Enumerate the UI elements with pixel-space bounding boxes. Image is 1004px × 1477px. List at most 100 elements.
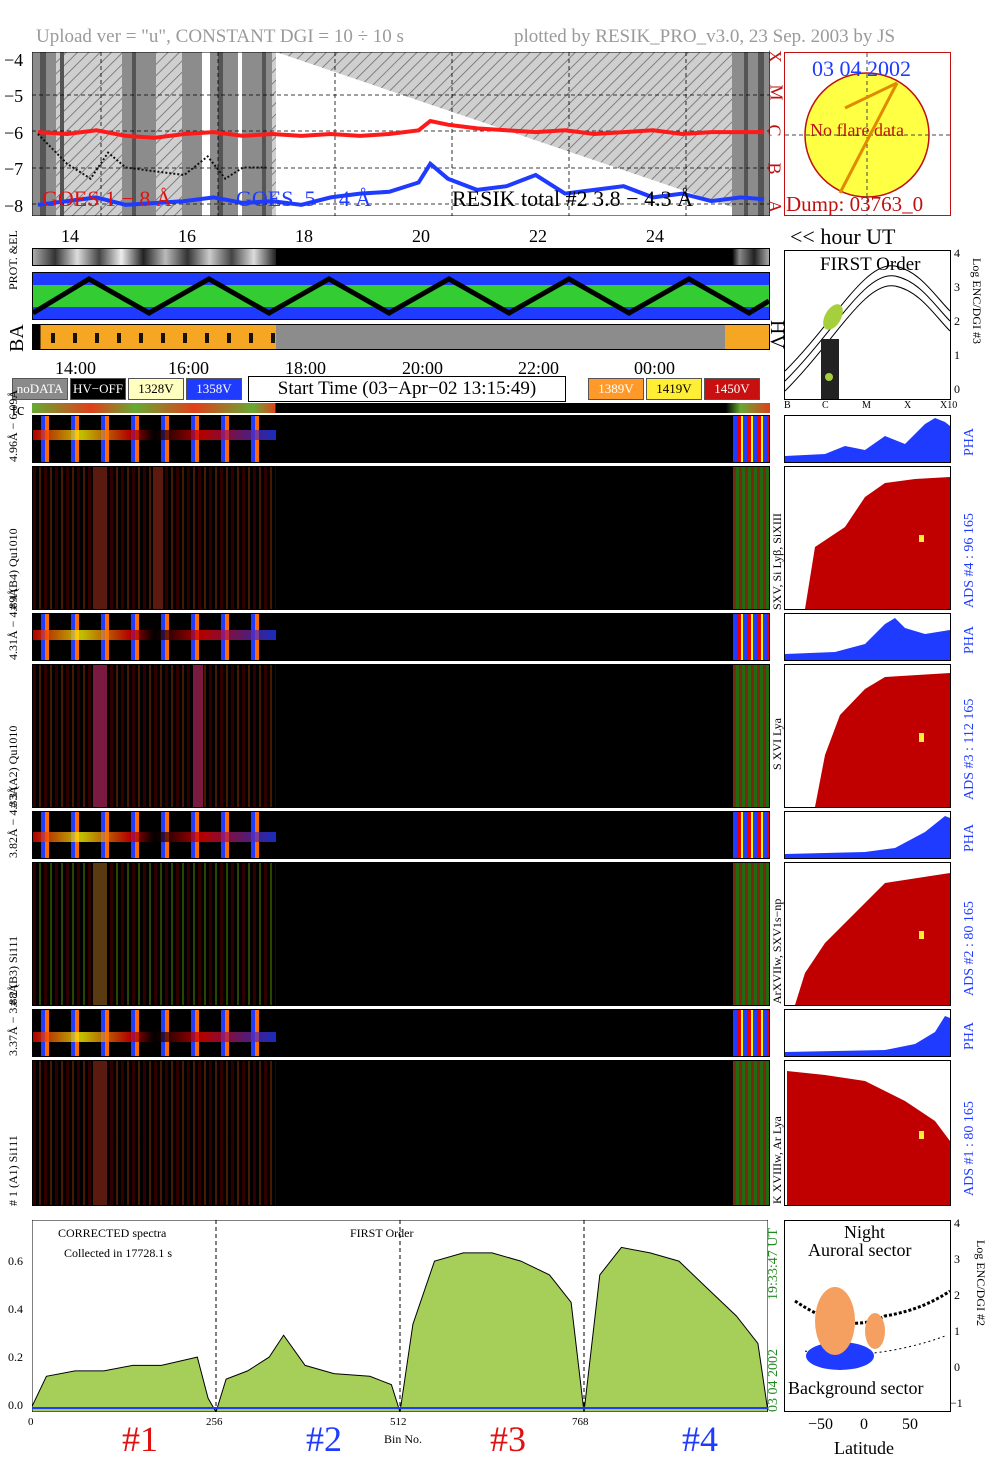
status-time: 14:00 <box>55 358 97 378</box>
latitude-ytick: −1 <box>950 1396 963 1410</box>
goes-legend-resik: RESIK total #2 3.8 − 4.3 Å <box>452 186 693 211</box>
ch4-line: SXV, Si Lyβ, SiXIII <box>770 513 784 610</box>
hour-label: << hour UT <box>790 224 896 249</box>
goes-ytick: −6 <box>4 123 24 143</box>
counts-ch1 <box>32 1060 770 1206</box>
goes-1-8-line <box>37 118 765 140</box>
spectra-xlabel: Bin No. <box>384 1432 423 1446</box>
goes-xtick: 22 <box>529 226 547 246</box>
pha-ch4 <box>784 415 951 463</box>
first-order-title: FIRST Order <box>820 254 921 275</box>
ch1-range: 3.37Å − 3.88Å <box>6 983 20 1056</box>
goes-ytick: −7 <box>4 159 24 179</box>
prot-label: PROT. &EL <box>6 230 20 290</box>
goes-xtick: 16 <box>178 226 196 246</box>
first-order-ylabel: Log ENC/DGI #3 <box>970 258 984 344</box>
spectra-channel-1: #1 <box>122 1419 158 1459</box>
resik-total-line <box>37 133 267 181</box>
latitude-xtick: 50 <box>902 1416 918 1433</box>
latitude-ytick: 4 <box>954 1216 960 1230</box>
spectra-title-1: CORRECTED spectra <box>58 1226 167 1240</box>
latitude-xtick: 0 <box>860 1416 868 1433</box>
goes-class: A <box>765 200 785 213</box>
latitude-ytick: 2 <box>954 1288 960 1302</box>
first-order-xtick: X <box>904 400 912 411</box>
latitude-ylabel: Log ENC/DGI #2 <box>974 1240 988 1326</box>
pha-ch2 <box>784 811 951 859</box>
ch3-range: 4.31Å − 4.89Å <box>6 587 20 660</box>
ch3-pha: PHA <box>962 625 977 654</box>
first-order-panel <box>784 250 951 400</box>
sun-disk <box>785 53 950 215</box>
spectrogram-ch1 <box>32 1009 770 1057</box>
goes-class: C <box>764 124 785 137</box>
ads-ch2 <box>784 862 951 1006</box>
first-order-ytick: 0 <box>954 382 960 396</box>
status-time: 22:00 <box>518 358 560 378</box>
spectra-ytick: 0.4 <box>8 1302 23 1316</box>
counts-ch3 <box>32 664 770 808</box>
spectrum-area-3 <box>399 1252 585 1412</box>
latitude-title-1: Night <box>844 1222 886 1242</box>
legend-hv-off: HV−OFF <box>70 378 126 400</box>
latitude-ytick: 1 <box>954 1324 960 1338</box>
header-right: plotted by RESIK_PRO_v3.0, 23 Sep. 2003 … <box>514 26 896 47</box>
prot-el-strip <box>32 248 770 266</box>
latitude-title-2: Auroral sector <box>808 1240 912 1260</box>
spectra-side-time: 19:33:47 UT <box>766 1228 781 1300</box>
first-order-xtick: B <box>784 400 791 411</box>
header-left: Upload ver = "u", CONSTANT DGI = 10 ÷ 10… <box>36 26 404 47</box>
ch3-line: S XVI Lya <box>770 718 784 770</box>
goes-panel <box>32 52 770 216</box>
legend-1358v: 1358V <box>186 378 242 400</box>
status-time: 20:00 <box>402 358 444 378</box>
latitude-xtick: −50 <box>808 1416 834 1433</box>
spectra-xtick: 512 <box>390 1416 407 1428</box>
legend-nodata: noDATA <box>12 378 68 400</box>
counts-ch4 <box>32 466 770 610</box>
goes-class: B <box>764 162 785 175</box>
latitude-ytick: 3 <box>954 1252 960 1266</box>
first-order-xtick: C <box>822 400 829 411</box>
spectrogram-ch3 <box>32 613 770 661</box>
goes-05-4-line <box>37 160 765 207</box>
spectra-ytick: 0.0 <box>8 1398 23 1412</box>
status-time: 00:00 <box>634 358 676 378</box>
spectrogram-ch4 <box>32 415 770 463</box>
first-order-ytick: 2 <box>954 314 960 328</box>
ch1-ads: ADS #1 : 80 165 <box>962 1101 977 1196</box>
goes-class: X <box>765 50 785 63</box>
sun-dump: Dump: 03763_0 <box>786 192 924 216</box>
spectra-title-2: Collected in 17728.1 s <box>64 1246 172 1260</box>
spectrum-area-2 <box>215 1334 401 1412</box>
ba-strip <box>32 324 770 350</box>
ch4-range: 4.96Å − 6.09Å <box>6 389 20 462</box>
ch2-range: 3.82Å − 4.33Å <box>6 785 20 858</box>
spectrogram-ch2 <box>32 811 770 859</box>
status-time: 18:00 <box>285 358 327 378</box>
spectra-side-date: 03 04 2002 <box>766 1349 781 1412</box>
ads-ch3 <box>784 664 951 808</box>
sun-panel <box>784 52 951 216</box>
status-time: 16:00 <box>168 358 210 378</box>
first-order-ytick: 3 <box>954 280 960 294</box>
spectra-ytick: 0.6 <box>8 1254 23 1268</box>
ch2-line: ArXVIIw, SXV1s−np <box>770 898 784 1004</box>
ch2-pha: PHA <box>962 823 977 852</box>
goes-xtick: 20 <box>412 226 430 246</box>
orbit-strip <box>32 272 770 320</box>
ads-ch1 <box>784 1060 951 1206</box>
goes-legend-1: GOES 1 − 8 Å <box>42 186 172 211</box>
legend-1328v: 1328V <box>128 378 184 400</box>
ch2-ads: ADS #2 : 80 165 <box>962 901 977 996</box>
tc-strip <box>32 403 770 413</box>
goes-xtick: 18 <box>295 226 313 246</box>
spectrum-area-1 <box>32 1356 217 1412</box>
first-order-ytick: 1 <box>954 348 960 362</box>
spectra-channel-2: #2 <box>306 1419 342 1459</box>
ch4-ads: ADS #4 : 96 165 <box>962 513 977 608</box>
spectra-xtick: 256 <box>206 1416 223 1428</box>
ba-label: BA <box>6 324 28 352</box>
spectrum-area-4 <box>583 1246 768 1412</box>
goes-xtick: 24 <box>646 226 664 246</box>
